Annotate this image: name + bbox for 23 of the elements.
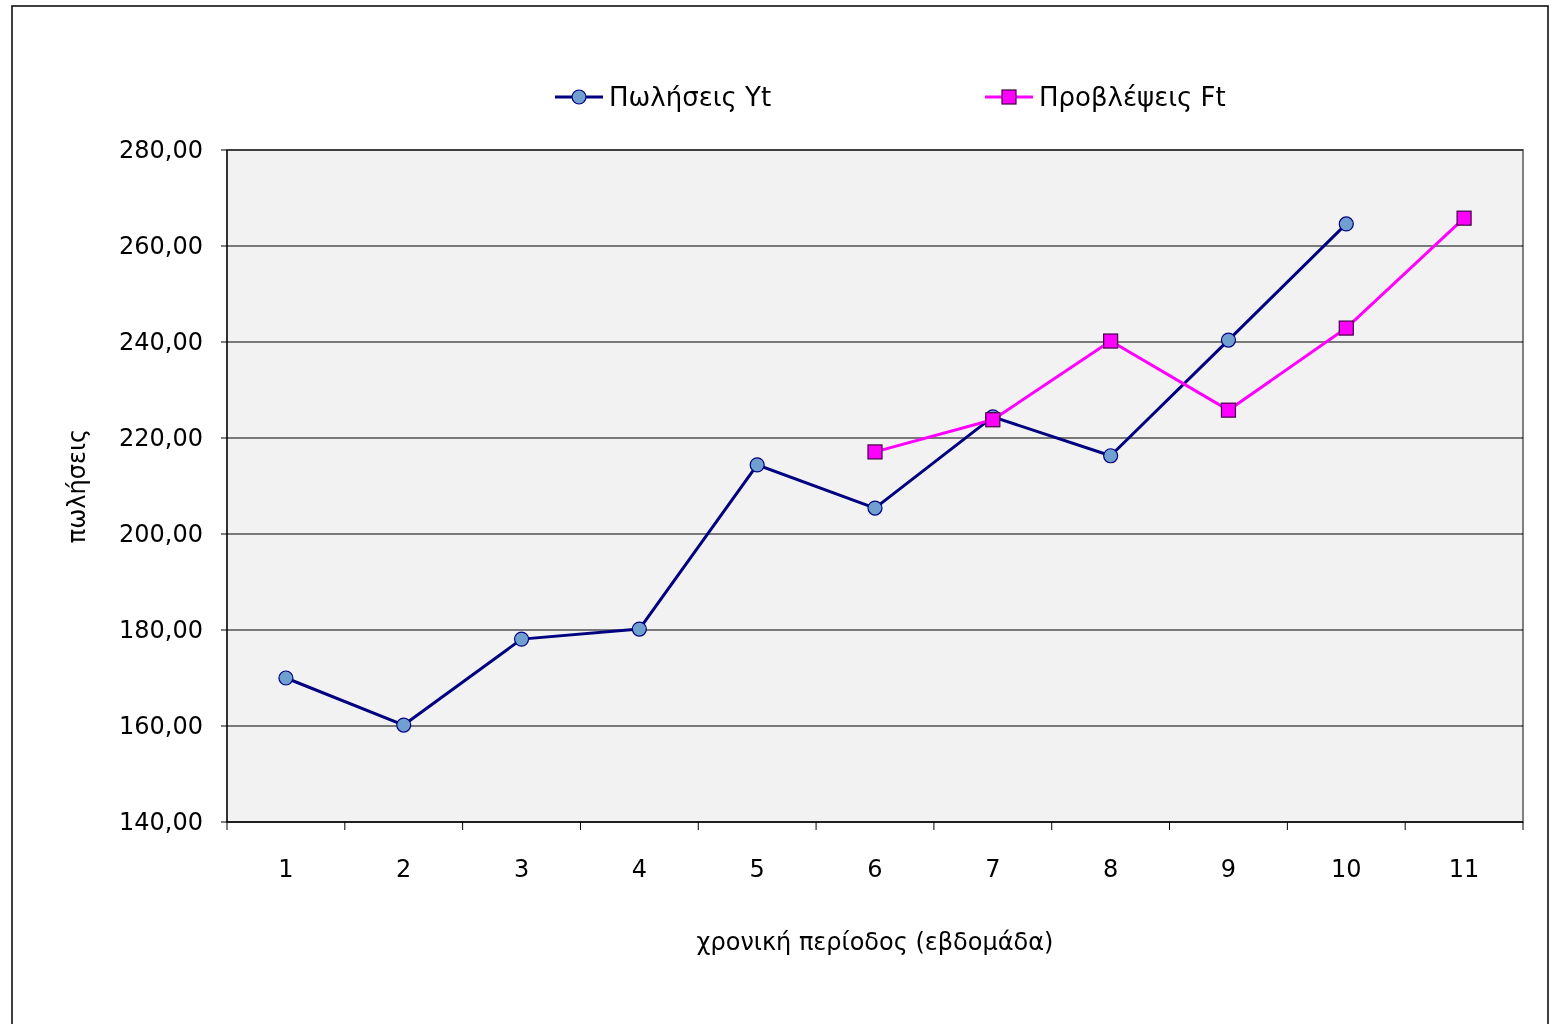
- y-tick-label: 140,00: [119, 808, 203, 837]
- x-tick-label: 5: [749, 855, 765, 883]
- x-tick-label: 11: [1448, 855, 1480, 883]
- x-axis-title: χρονική περίοδος (εβδομάδα): [696, 928, 1054, 956]
- x-tick-label: 8: [1103, 855, 1119, 883]
- y-tick-label: 180,00: [119, 616, 203, 645]
- x-tick-label: 1: [278, 855, 294, 883]
- y-tick-label: 260,00: [119, 232, 203, 261]
- x-tick-label: 2: [396, 855, 412, 883]
- legend-label: Πωλήσεις Yt: [609, 82, 772, 113]
- y-tick-label: 160,00: [119, 712, 203, 741]
- x-tick-label: 3: [513, 855, 530, 883]
- x-tick-label: 6: [867, 855, 883, 883]
- y-tick-label: 280,00: [119, 136, 203, 165]
- y-axis-title: πωλήσεις: [63, 428, 91, 544]
- x-tick-label: 7: [985, 855, 1001, 883]
- y-tick-label: 220,00: [119, 424, 203, 453]
- x-tick-label: 4: [631, 855, 647, 883]
- y-tick-label: 200,00: [119, 520, 203, 549]
- x-tick-label: 9: [1220, 855, 1237, 883]
- x-tick-label: 10: [1331, 855, 1362, 883]
- legend-label: Προβλέψεις Ft: [1039, 82, 1226, 113]
- y-tick-label: 240,00: [119, 328, 203, 357]
